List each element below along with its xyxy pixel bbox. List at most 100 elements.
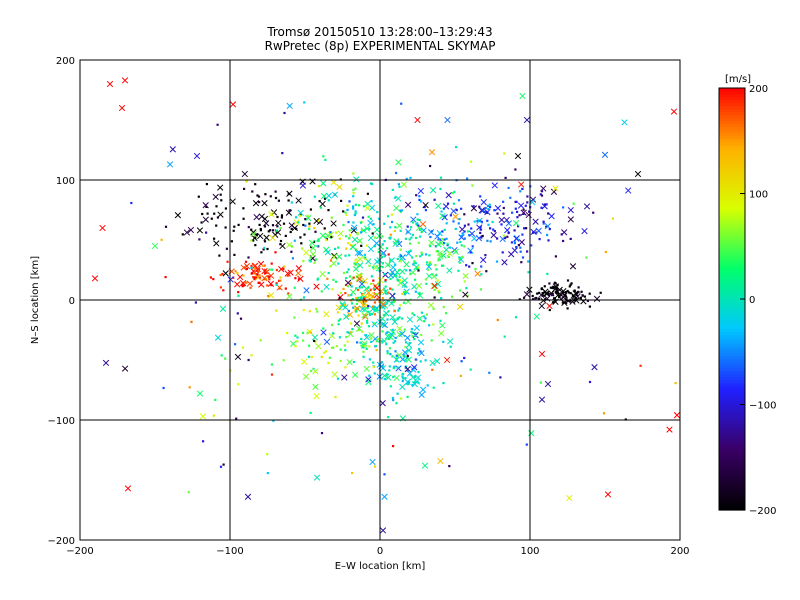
data-point-dot: [369, 217, 372, 220]
data-point-dot: [187, 491, 190, 494]
colorbar-segment: [719, 178, 745, 183]
data-point-dot: [371, 182, 374, 186]
data-point-cross: [269, 234, 276, 242]
data-point-cross: [252, 200, 260, 207]
data-point-dot: [164, 276, 167, 279]
data-point-dot: [344, 349, 347, 352]
data-point-dot: [431, 368, 434, 371]
data-point-dot: [517, 225, 520, 228]
data-point-cross: [311, 334, 319, 341]
data-point-cross: [399, 268, 406, 275]
data-point-cross: [462, 272, 469, 280]
data-point-dot: [362, 355, 365, 358]
data-point-cross: [435, 202, 442, 210]
data-point-dot: [347, 242, 350, 245]
data-point-dot: [254, 276, 257, 279]
data-point-dot: [275, 283, 278, 286]
data-point-dot: [439, 187, 442, 190]
colorbar-segment: [719, 473, 745, 478]
data-point-dot: [366, 192, 369, 195]
data-point-dot: [256, 194, 259, 197]
data-point-cross: [494, 205, 502, 212]
data-point-dot: [275, 268, 278, 272]
colorbar-segment: [719, 175, 745, 180]
data-point-dot: [332, 278, 335, 281]
data-point-dot: [376, 337, 380, 340]
data-point-dot: [486, 219, 489, 222]
data-point-dot: [346, 208, 349, 211]
colorbar-segment: [719, 329, 745, 333]
data-point-dot: [268, 278, 271, 281]
data-point-dot: [348, 331, 351, 334]
data-point-dot: [339, 318, 342, 321]
data-point-dot: [317, 238, 320, 241]
data-point-dot: [332, 346, 335, 349]
data-point-dot: [360, 296, 363, 299]
data-point-dot: [516, 216, 519, 219]
data-point-cross: [240, 264, 247, 271]
data-point-cross: [124, 485, 132, 492]
colorbar-segment: [719, 491, 745, 496]
data-point-cross: [450, 207, 457, 215]
data-point-cross: [591, 364, 598, 371]
data-point-dot: [254, 183, 257, 186]
data-point-dot: [416, 222, 419, 225]
data-point-cross: [411, 364, 418, 371]
colorbar-segment: [719, 311, 745, 315]
data-point-dot: [259, 227, 262, 231]
data-point-dot: [235, 417, 238, 420]
data-point-dot: [335, 345, 338, 348]
data-point-dot: [504, 176, 507, 179]
data-point-dot: [479, 231, 482, 234]
data-point-dot: [405, 177, 408, 180]
data-point-dot: [219, 193, 222, 196]
data-point-dot: [164, 225, 168, 228]
data-point-cross: [418, 391, 425, 399]
data-point-cross: [196, 390, 204, 397]
colorbar-segment: [719, 94, 745, 98]
data-point-dot: [457, 269, 460, 272]
data-point-dot: [521, 187, 524, 190]
data-point-dot: [471, 262, 474, 265]
data-point-dot: [558, 294, 561, 297]
data-point-cross: [297, 275, 304, 282]
data-point-cross: [533, 313, 540, 320]
data-point-dot: [409, 242, 412, 245]
data-point-dot: [473, 220, 476, 223]
data-point-dot: [493, 230, 496, 233]
data-point-dot: [339, 291, 342, 294]
data-point-cross: [414, 116, 421, 124]
data-point-dot: [370, 340, 373, 343]
y-tick-label: −100: [48, 416, 75, 427]
data-point-dot: [280, 214, 284, 217]
data-point-dot: [441, 230, 444, 233]
data-point-dot: [361, 330, 364, 333]
data-point-dot: [442, 264, 445, 267]
data-point-dot: [360, 231, 363, 234]
data-point-dot: [430, 230, 434, 233]
data-point-cross: [480, 256, 487, 264]
data-point-dot: [417, 371, 420, 374]
data-point-cross: [499, 235, 506, 243]
data-point-dot: [282, 222, 286, 225]
data-point-cross: [354, 249, 362, 257]
data-point-dot: [366, 307, 369, 310]
data-point-dot: [463, 230, 466, 233]
data-point-dot: [399, 229, 402, 232]
data-point-cross: [309, 178, 316, 185]
data-point-dot: [487, 208, 490, 211]
colorbar-segment: [719, 139, 745, 143]
data-point-dot: [262, 248, 265, 251]
data-point-dot: [324, 158, 327, 161]
colorbar-segment: [719, 302, 745, 306]
data-point-dot: [327, 271, 330, 275]
data-point-dot: [372, 365, 375, 369]
data-point-cross: [438, 330, 445, 337]
data-point-dot: [224, 357, 227, 360]
data-point-dot: [329, 259, 333, 262]
data-point-dot: [423, 320, 426, 323]
data-point-dot: [407, 383, 410, 386]
data-point-dot: [484, 206, 487, 210]
data-point-dot: [371, 295, 375, 298]
colorbar-segment: [719, 398, 745, 403]
